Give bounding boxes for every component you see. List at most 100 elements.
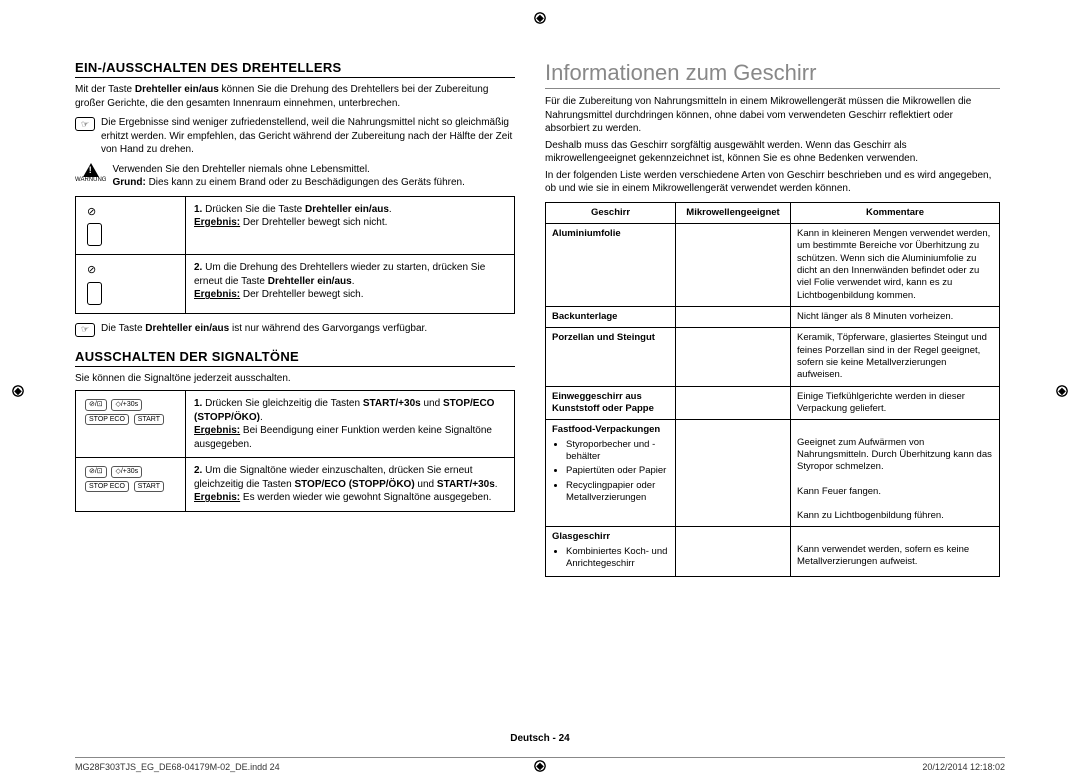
step-num: 1. xyxy=(194,204,202,215)
note-text: Die Ergebnisse sind weniger zufriedenste… xyxy=(101,116,515,157)
cell: Kann in kleineren Mengen verwendet werde… xyxy=(791,223,1000,306)
text-bold: START/+30s xyxy=(363,398,421,409)
note-row: ☞ Die Taste Drehteller ein/aus ist nur w… xyxy=(75,322,515,337)
step-cell: 2. Um die Drehung des Drehtellers wieder… xyxy=(186,255,515,314)
text: Kann verwendet werden, sofern es keine M… xyxy=(797,544,969,567)
result-label: Ergebnis: xyxy=(194,289,240,300)
print-mark-icon xyxy=(8,381,28,401)
cell xyxy=(676,223,791,306)
turntable-table: ⊘ 1. Drücken Sie die Taste Drehteller ei… xyxy=(75,196,515,314)
cell: Kann verwendet werden, sofern es keine M… xyxy=(791,527,1000,577)
text: ist nur während des Garvorgangs verfügba… xyxy=(229,323,427,334)
text: Es werden wieder wie gewohnt Signaltöne … xyxy=(240,492,491,503)
table-row: Porzellan und Steingut Keramik, Töpferwa… xyxy=(546,328,1000,386)
table-row: Einweggeschirr aus Kunststoff oder Pappe… xyxy=(546,386,1000,420)
step-cell: 1. Drücken Sie die Taste Drehteller ein/… xyxy=(186,196,515,255)
text: . xyxy=(495,479,498,490)
text: und xyxy=(415,479,437,490)
key-icon: START xyxy=(134,414,164,425)
step-num: 1. xyxy=(194,398,202,409)
text: Mit der Taste xyxy=(75,84,135,95)
note-text: Die Taste Drehteller ein/aus ist nur wäh… xyxy=(101,322,515,336)
text: Verwenden Sie den Drehteller niemals ohn… xyxy=(112,164,369,175)
cell: Einweggeschirr aus Kunststoff oder Pappe xyxy=(546,386,676,420)
cell: Fastfood-Verpackungen Styroporbecher und… xyxy=(546,420,676,527)
paragraph: Deshalb muss das Geschirr sorgfältig aus… xyxy=(545,139,1000,166)
key-icon: ⊘/⊡ xyxy=(85,466,107,477)
button-icon xyxy=(87,223,102,246)
cell: Glasgeschirr Kombiniertes Koch- und Anri… xyxy=(546,527,676,577)
page-footer: Deutsch - 24 xyxy=(0,733,1080,744)
cell: Geeignet zum Aufwärmen von Nahrungsmitte… xyxy=(791,420,1000,527)
text: . xyxy=(260,412,263,423)
result-label: Ergebnis: xyxy=(194,492,240,503)
text-bold: START/+30s xyxy=(437,479,495,490)
text-bold: Drehteller ein/aus xyxy=(145,323,229,334)
table-row: Fastfood-Verpackungen Styroporbecher und… xyxy=(546,420,1000,527)
warning-row: WARNUNG Verwenden Sie den Drehteller nie… xyxy=(75,163,515,190)
text: . xyxy=(352,276,355,287)
cell: Nicht länger als 8 Minuten vorheizen. xyxy=(791,306,1000,327)
text: Drücken Sie gleichzeitig die Tasten xyxy=(205,398,363,409)
turntable-off-icon: ⊘ xyxy=(87,205,96,220)
key-icon: STOP ECO xyxy=(85,481,129,492)
footer-file: MG28F303TJS_EG_DE68-04179M-02_DE.indd 24 xyxy=(75,762,280,772)
print-mark-icon xyxy=(530,8,550,28)
text-bold: Drehteller ein/aus xyxy=(268,276,352,287)
table-header: Geschirr xyxy=(546,202,676,223)
text: Der Drehteller bewegt sich. xyxy=(240,289,363,300)
table-row: Glasgeschirr Kombiniertes Koch- und Anri… xyxy=(546,527,1000,577)
list-item: Styroporbecher und -behälter xyxy=(566,439,669,464)
print-mark-icon xyxy=(1052,381,1072,401)
cell: Backunterlage xyxy=(546,306,676,327)
left-column: EIN-/AUSSCHALTEN DES DREHTELLERS Mit der… xyxy=(75,60,515,577)
section2-intro: Sie können die Signaltöne jederzeit auss… xyxy=(75,372,515,386)
table-row: Aluminiumfolie Kann in kleineren Mengen … xyxy=(546,223,1000,306)
text-bold: Fastfood-Verpackungen xyxy=(552,424,660,435)
footer-date: 20/12/2014 12:18:02 xyxy=(922,762,1005,772)
text: Kann Feuer fangen. xyxy=(797,486,993,498)
key-icon: STOP ECO xyxy=(85,414,129,425)
key-icon: ⊘/⊡ xyxy=(85,399,107,410)
paragraph: In der folgenden Liste werden verschiede… xyxy=(545,169,1000,196)
cell: Einige Tiefkühlgerichte werden in dieser… xyxy=(791,386,1000,420)
cookware-table: Geschirr Mikrowellengeeignet Kommentare … xyxy=(545,202,1000,578)
text: Die Taste xyxy=(101,323,145,334)
table-row: Backunterlage Nicht länger als 8 Minuten… xyxy=(546,306,1000,327)
paragraph: Für die Zubereitung von Nahrungsmitteln … xyxy=(545,95,1000,136)
result-label: Ergebnis: xyxy=(194,217,240,228)
note-row: ☞ Die Ergebnisse sind weniger zufriedens… xyxy=(75,116,515,157)
step-cell: 1. Drücken Sie gleichzeitig die Tasten S… xyxy=(186,391,515,458)
sound-table: ⊘/⊡ ◇/+30s STOP ECO START 1. Drücken Sie… xyxy=(75,390,515,512)
list-item: Papiertüten oder Papier xyxy=(566,465,669,477)
step-cell: 2. Um die Signaltöne wieder einzuschalte… xyxy=(186,458,515,512)
warning-label: WARNUNG xyxy=(75,177,106,183)
text-bold: STOP/ECO (STOPP/ÖKO) xyxy=(294,479,414,490)
key-icon: ◇/+30s xyxy=(111,399,142,410)
hand-icon: ☞ xyxy=(75,323,95,337)
text: Drücken Sie die Taste xyxy=(205,204,305,215)
right-title: Informationen zum Geschirr xyxy=(545,60,1000,89)
button-icon xyxy=(87,282,102,305)
footer-lang: Deutsch - 24 xyxy=(510,733,569,744)
step-num: 2. xyxy=(194,465,202,476)
section1-title: EIN-/AUSSCHALTEN DES DREHTELLERS xyxy=(75,60,515,78)
result-label: Ergebnis: xyxy=(194,425,240,436)
key-icon: START xyxy=(134,481,164,492)
step-num: 2. xyxy=(194,262,202,273)
cell xyxy=(676,306,791,327)
text: Dies kann zu einem Brand oder zu Beschäd… xyxy=(149,177,465,188)
text: Geeignet zum Aufwärmen von Nahrungsmitte… xyxy=(797,437,993,474)
key-icon: ◇/+30s xyxy=(111,466,142,477)
text-bold: Drehteller ein/aus xyxy=(135,84,219,95)
section1-intro: Mit der Taste Drehteller ein/aus können … xyxy=(75,83,515,110)
section2-title: AUSSCHALTEN DER SIGNALTÖNE xyxy=(75,349,515,367)
text: Kann zu Lichtbogenbildung führen. xyxy=(797,510,993,522)
turntable-off-icon: ⊘ xyxy=(87,263,96,278)
cell xyxy=(676,328,791,386)
icon-cell: ⊘/⊡ ◇/+30s STOP ECO START xyxy=(76,391,186,458)
icon-cell: ⊘ xyxy=(76,255,186,314)
table-header: Mikrowellengeeignet xyxy=(676,202,791,223)
page: EIN-/AUSSCHALTEN DES DREHTELLERS Mit der… xyxy=(0,0,1080,607)
hand-icon: ☞ xyxy=(75,117,95,131)
